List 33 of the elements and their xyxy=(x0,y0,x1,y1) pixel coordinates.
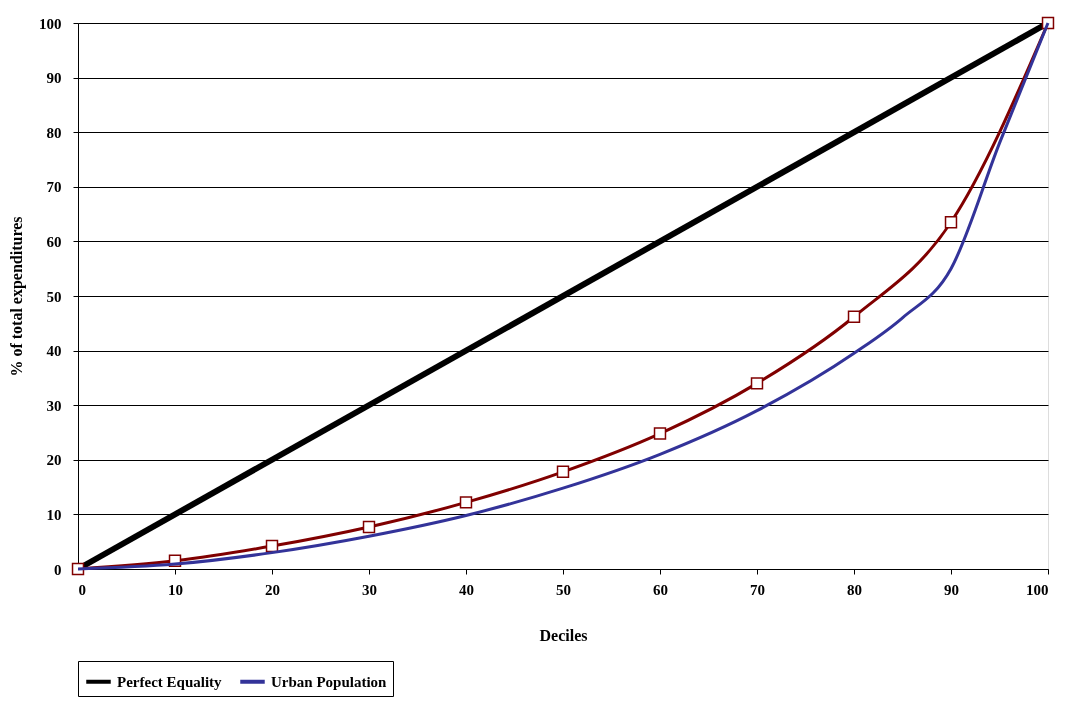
y-tick-label: 10 xyxy=(46,506,62,523)
x-tick-label: 10 xyxy=(168,581,183,598)
legend-label: Perfect Equality xyxy=(117,673,223,690)
x-tick-label: 60 xyxy=(653,581,668,598)
x-tick-label: 80 xyxy=(847,581,862,598)
x-tick-label: 50 xyxy=(556,581,571,598)
y-tick-label: 0 xyxy=(54,561,62,578)
x-tick-label: 40 xyxy=(459,581,474,598)
y-tick-label: 50 xyxy=(46,288,62,305)
point xyxy=(459,496,473,509)
y-tick-label: 30 xyxy=(46,397,62,414)
legend-label: Urban Population xyxy=(271,673,388,690)
point xyxy=(944,216,958,229)
y-tick-label: 90 xyxy=(46,70,62,87)
point xyxy=(847,310,861,323)
x-tick-label: 30 xyxy=(362,581,377,598)
point xyxy=(653,427,667,440)
x-tick-label: 90 xyxy=(944,581,959,598)
y-tick-label: 100 xyxy=(39,15,62,32)
point xyxy=(750,377,764,390)
x-tick-label: 70 xyxy=(750,581,765,598)
y-axis-title: % of total expenditures xyxy=(8,216,26,377)
x-tick-label: 20 xyxy=(265,581,280,598)
y-tick-label: 20 xyxy=(46,452,62,469)
x-tick-label: 100 xyxy=(1026,581,1049,598)
y-tick-label: 40 xyxy=(46,343,62,360)
point xyxy=(556,465,570,479)
x-tick-label: 0 xyxy=(78,581,86,598)
x-axis-title: Deciles xyxy=(539,626,588,644)
y-tick-label: 70 xyxy=(46,179,62,196)
point xyxy=(362,520,376,534)
y-tick-label: 80 xyxy=(46,124,62,141)
y-tick-label: 60 xyxy=(46,233,62,250)
